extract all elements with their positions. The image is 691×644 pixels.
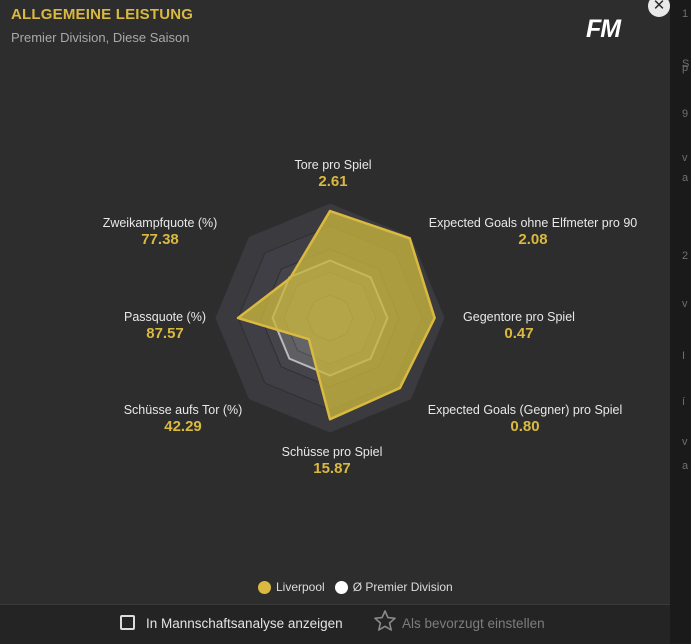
background-text-fragment: 2 bbox=[682, 250, 689, 262]
chart-legend: Liverpool Ø Premier Division bbox=[258, 580, 463, 594]
panel-subtitle: Premier Division, Diese Saison bbox=[11, 30, 190, 45]
performance-panel: ALLGEMEINE LEISTUNG Premier Division, Di… bbox=[0, 0, 670, 643]
background-text-fragment: v bbox=[682, 152, 688, 164]
background-text-fragment: p bbox=[682, 62, 689, 74]
background-text-fragment: I bbox=[682, 350, 686, 362]
set-favorite-label[interactable]: Als bevorzugt einstellen bbox=[402, 616, 545, 631]
radar-metric-name: Zweikampfquote (%) bbox=[102, 216, 218, 230]
background-text-fragment: a bbox=[682, 172, 689, 184]
radar-metric-name: Expected Goals ohne Elfmeter pro 90 bbox=[428, 216, 638, 230]
team-analysis-checkbox[interactable] bbox=[120, 615, 135, 630]
radar-label: Gegentore pro Spiel 0.47 bbox=[463, 309, 575, 343]
panel-title: ALLGEMEINE LEISTUNG bbox=[11, 6, 194, 23]
radar-label: Zweikampfquote (%) 77.38 bbox=[103, 215, 218, 249]
radar-metric-value: 0.47 bbox=[504, 325, 534, 342]
close-button[interactable]: ✕ bbox=[648, 0, 670, 17]
background-text-fragment: v bbox=[682, 298, 688, 310]
radar-label: Expected Goals (Gegner) pro Spiel 0.80 bbox=[428, 402, 623, 436]
radar-metric-value: 0.80 bbox=[510, 418, 540, 435]
radar-label: Tore pro Spiel 2.61 bbox=[294, 157, 371, 191]
background-text-fragment: 9 bbox=[682, 108, 689, 120]
radar-metric-name: Expected Goals (Gegner) pro Spiel bbox=[427, 403, 623, 417]
legend-item-league: Ø Premier Division bbox=[334, 580, 453, 594]
radar-metric-value: 2.61 bbox=[318, 173, 348, 190]
fm-logo: FM bbox=[586, 15, 621, 43]
radar-metric-value: 42.29 bbox=[164, 418, 202, 435]
background-text-fragment: S bbox=[682, 58, 690, 70]
radar-metric-value: 15.87 bbox=[313, 460, 351, 477]
legend-team-swatch bbox=[258, 580, 271, 594]
legend-team-label: Liverpool bbox=[276, 580, 325, 594]
radar-chart bbox=[214, 202, 446, 434]
radar-label: Expected Goals ohne Elfmeter pro 90 2.08 bbox=[429, 215, 637, 249]
radar-metric-value: 87.57 bbox=[146, 325, 184, 342]
radar-label: Schüsse pro Spiel 15.87 bbox=[282, 444, 383, 478]
radar-metric-value: 2.08 bbox=[518, 231, 548, 248]
star-icon[interactable] bbox=[373, 609, 397, 633]
team-polygon bbox=[236, 209, 436, 421]
background-text-fragment: 1 bbox=[682, 8, 689, 20]
radar-label: Schüsse aufs Tor (%) 42.29 bbox=[124, 402, 243, 436]
legend-league-label: Ø Premier Division bbox=[352, 580, 453, 594]
background-text-fragment: í bbox=[682, 396, 686, 408]
background-text-fragment: a bbox=[682, 460, 689, 472]
team-analysis-label[interactable]: In Mannschaftsanalyse anzeigen bbox=[146, 616, 343, 631]
radar-metric-name: Gegentore pro Spiel bbox=[463, 310, 575, 324]
radar-label: Passquote (%) 87.57 bbox=[124, 309, 206, 343]
radar-metric-name: Schüsse aufs Tor (%) bbox=[123, 403, 243, 417]
legend-league-swatch bbox=[334, 580, 348, 594]
radar-metric-name: Schüsse pro Spiel bbox=[281, 445, 383, 459]
radar-metric-value: 77.38 bbox=[141, 231, 179, 248]
footer-bar: In Mannschaftsanalyse anzeigen Als bevor… bbox=[0, 604, 670, 644]
legend-item-team: Liverpool bbox=[258, 580, 325, 594]
radar-metric-name: Tore pro Spiel bbox=[294, 158, 372, 172]
radar-metric-name: Passquote (%) bbox=[124, 310, 206, 324]
background-text-fragment: v bbox=[682, 436, 688, 448]
